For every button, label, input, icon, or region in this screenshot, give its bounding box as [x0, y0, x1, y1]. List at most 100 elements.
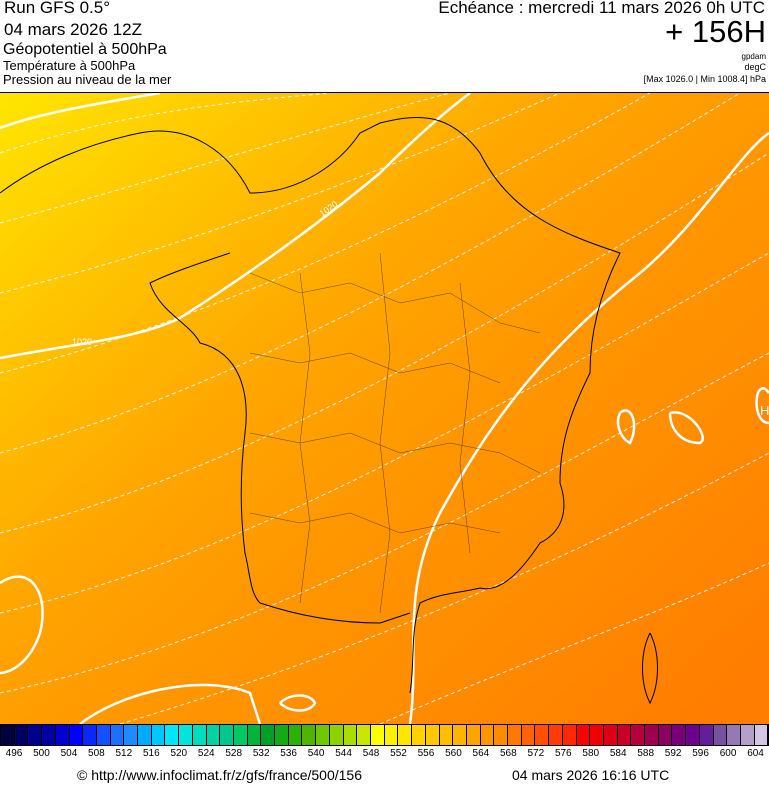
colorbar-cell — [233, 725, 248, 745]
colorbar-cell — [453, 725, 467, 745]
colorbar-label: 552 — [390, 748, 407, 759]
colorbar-cell — [357, 725, 371, 745]
colorbar-cell — [508, 725, 522, 745]
colorbar-cell — [83, 725, 97, 745]
colorbar-cell — [562, 725, 577, 745]
generated-time: 04 mars 2026 16:16 UTC — [512, 767, 670, 783]
high-pressure-marker: H — [760, 403, 769, 418]
pressure-range: [Max 1026.0 | Min 1008.4] hPa — [643, 74, 766, 84]
colorbar-label: 508 — [88, 748, 105, 759]
colorbar-cell — [727, 725, 741, 745]
colorbar-cell — [206, 725, 221, 745]
unit-gpdam: gpdam — [741, 52, 766, 61]
colorbar-cell — [439, 725, 454, 745]
colorbar-label: 604 — [747, 748, 764, 759]
colorbar-label: 536 — [280, 748, 297, 759]
colorbar-label: 600 — [719, 748, 737, 759]
echeance: Echéance : mercredi 11 mars 2026 0h UTC — [438, 0, 765, 17]
colorbar-cell — [645, 725, 659, 745]
run-title: Run GFS 0.5° — [4, 0, 111, 17]
colorbar-label: 560 — [445, 748, 462, 759]
colorbar-cell — [603, 725, 618, 745]
colorbar-cell — [110, 725, 125, 745]
colorbar-cell — [754, 725, 769, 745]
colorbar-cell — [261, 725, 276, 745]
colorbar-label: 504 — [60, 748, 78, 759]
colorbar-labels: 496 500 504 508 512 516 520 524 528 532 536 540 544 5… — [0, 748, 769, 762]
colorbar-cell — [631, 725, 646, 745]
colorbar-cell — [617, 725, 632, 745]
pressure-isobars — [0, 93, 769, 724]
colorbar-label: 516 — [142, 748, 160, 759]
colorbar-cell — [302, 725, 317, 745]
colorbar-cell — [466, 725, 481, 745]
colorbar-cell — [55, 725, 70, 745]
colorbar-cell — [329, 725, 344, 745]
source-url[interactable]: © http://www.infoclimat.fr/z/gfs/france/… — [77, 767, 362, 783]
field-geopotential: Géopotentiel à 500hPa — [3, 41, 167, 58]
colorbar-cell — [686, 725, 700, 745]
colorbar-cell — [370, 725, 385, 745]
colorbar-label: 592 — [664, 748, 682, 759]
colorbar-cell — [179, 725, 193, 745]
colorbar-cell — [549, 725, 563, 745]
colorbar-cell — [521, 725, 536, 745]
colorbar-cell — [699, 725, 714, 745]
colorbar-label: 576 — [554, 748, 572, 759]
colorbar-cell — [14, 725, 29, 745]
contour-label-1020: 1020 — [72, 337, 92, 347]
colorbar-cell — [713, 725, 728, 745]
colorbar-label: 496 — [5, 748, 23, 759]
colorbar-cell — [576, 725, 591, 745]
colorbar-cell — [96, 725, 111, 745]
isobar-1020-north — [0, 93, 161, 130]
colorbar-label: 564 — [472, 748, 490, 759]
colorbar-label: 520 — [170, 748, 188, 759]
colorbar-label: 500 — [33, 748, 50, 759]
colorbar-label: 544 — [335, 748, 352, 759]
colorbar-cell — [165, 725, 180, 745]
colorbar-label: 512 — [115, 748, 133, 759]
colorbar-cell — [275, 725, 289, 745]
colorbar-cell — [138, 725, 152, 745]
colorbar-label: 524 — [197, 748, 215, 759]
colorbar-cell — [535, 725, 550, 745]
colorbar-label: 528 — [225, 748, 243, 759]
colorbar-cell — [1, 725, 15, 745]
coastlines-borders — [0, 116, 658, 705]
colorbar-label: 568 — [500, 748, 517, 759]
colorbar-cell — [658, 725, 673, 745]
colorbar-cell — [316, 725, 330, 745]
isobar-1020 — [0, 93, 471, 360]
run-date: 04 mars 2026 12Z — [4, 20, 142, 39]
colorbar-cell — [192, 725, 207, 745]
colorbar-cell — [151, 725, 166, 745]
colorbar-label: 548 — [362, 748, 380, 759]
temperature-field — [0, 93, 769, 724]
colorbar-cell — [69, 725, 84, 745]
colorbar-cell — [672, 725, 687, 745]
colorbar-cell — [384, 725, 399, 745]
colorbar-cell — [494, 725, 509, 745]
colorbar-cell — [28, 725, 43, 745]
colorbar-cell — [425, 725, 440, 745]
weather-map: 1020 1020 H — [0, 92, 769, 724]
colorbar-label: 584 — [609, 748, 627, 759]
colorbar-cell — [220, 725, 234, 745]
field-temperature: Température à 500hPa — [3, 58, 136, 73]
colorbar — [0, 724, 769, 746]
colorbar-label: 588 — [637, 748, 655, 759]
unit-degc: degC — [744, 62, 766, 72]
colorbar-cell — [740, 725, 755, 745]
colorbar-cell — [288, 725, 303, 745]
colorbar-cell — [124, 725, 139, 745]
colorbar-label: 572 — [527, 748, 545, 759]
colorbar-cell — [247, 725, 262, 745]
colorbar-label: 556 — [417, 748, 435, 759]
colorbar-label: 596 — [692, 748, 709, 759]
colorbar-cell — [343, 725, 358, 745]
department-boundaries — [249, 252, 541, 614]
field-pressure: Pression au niveau de la mer — [3, 72, 172, 87]
colorbar-cell — [398, 725, 413, 745]
colorbar-label: 580 — [582, 748, 600, 759]
